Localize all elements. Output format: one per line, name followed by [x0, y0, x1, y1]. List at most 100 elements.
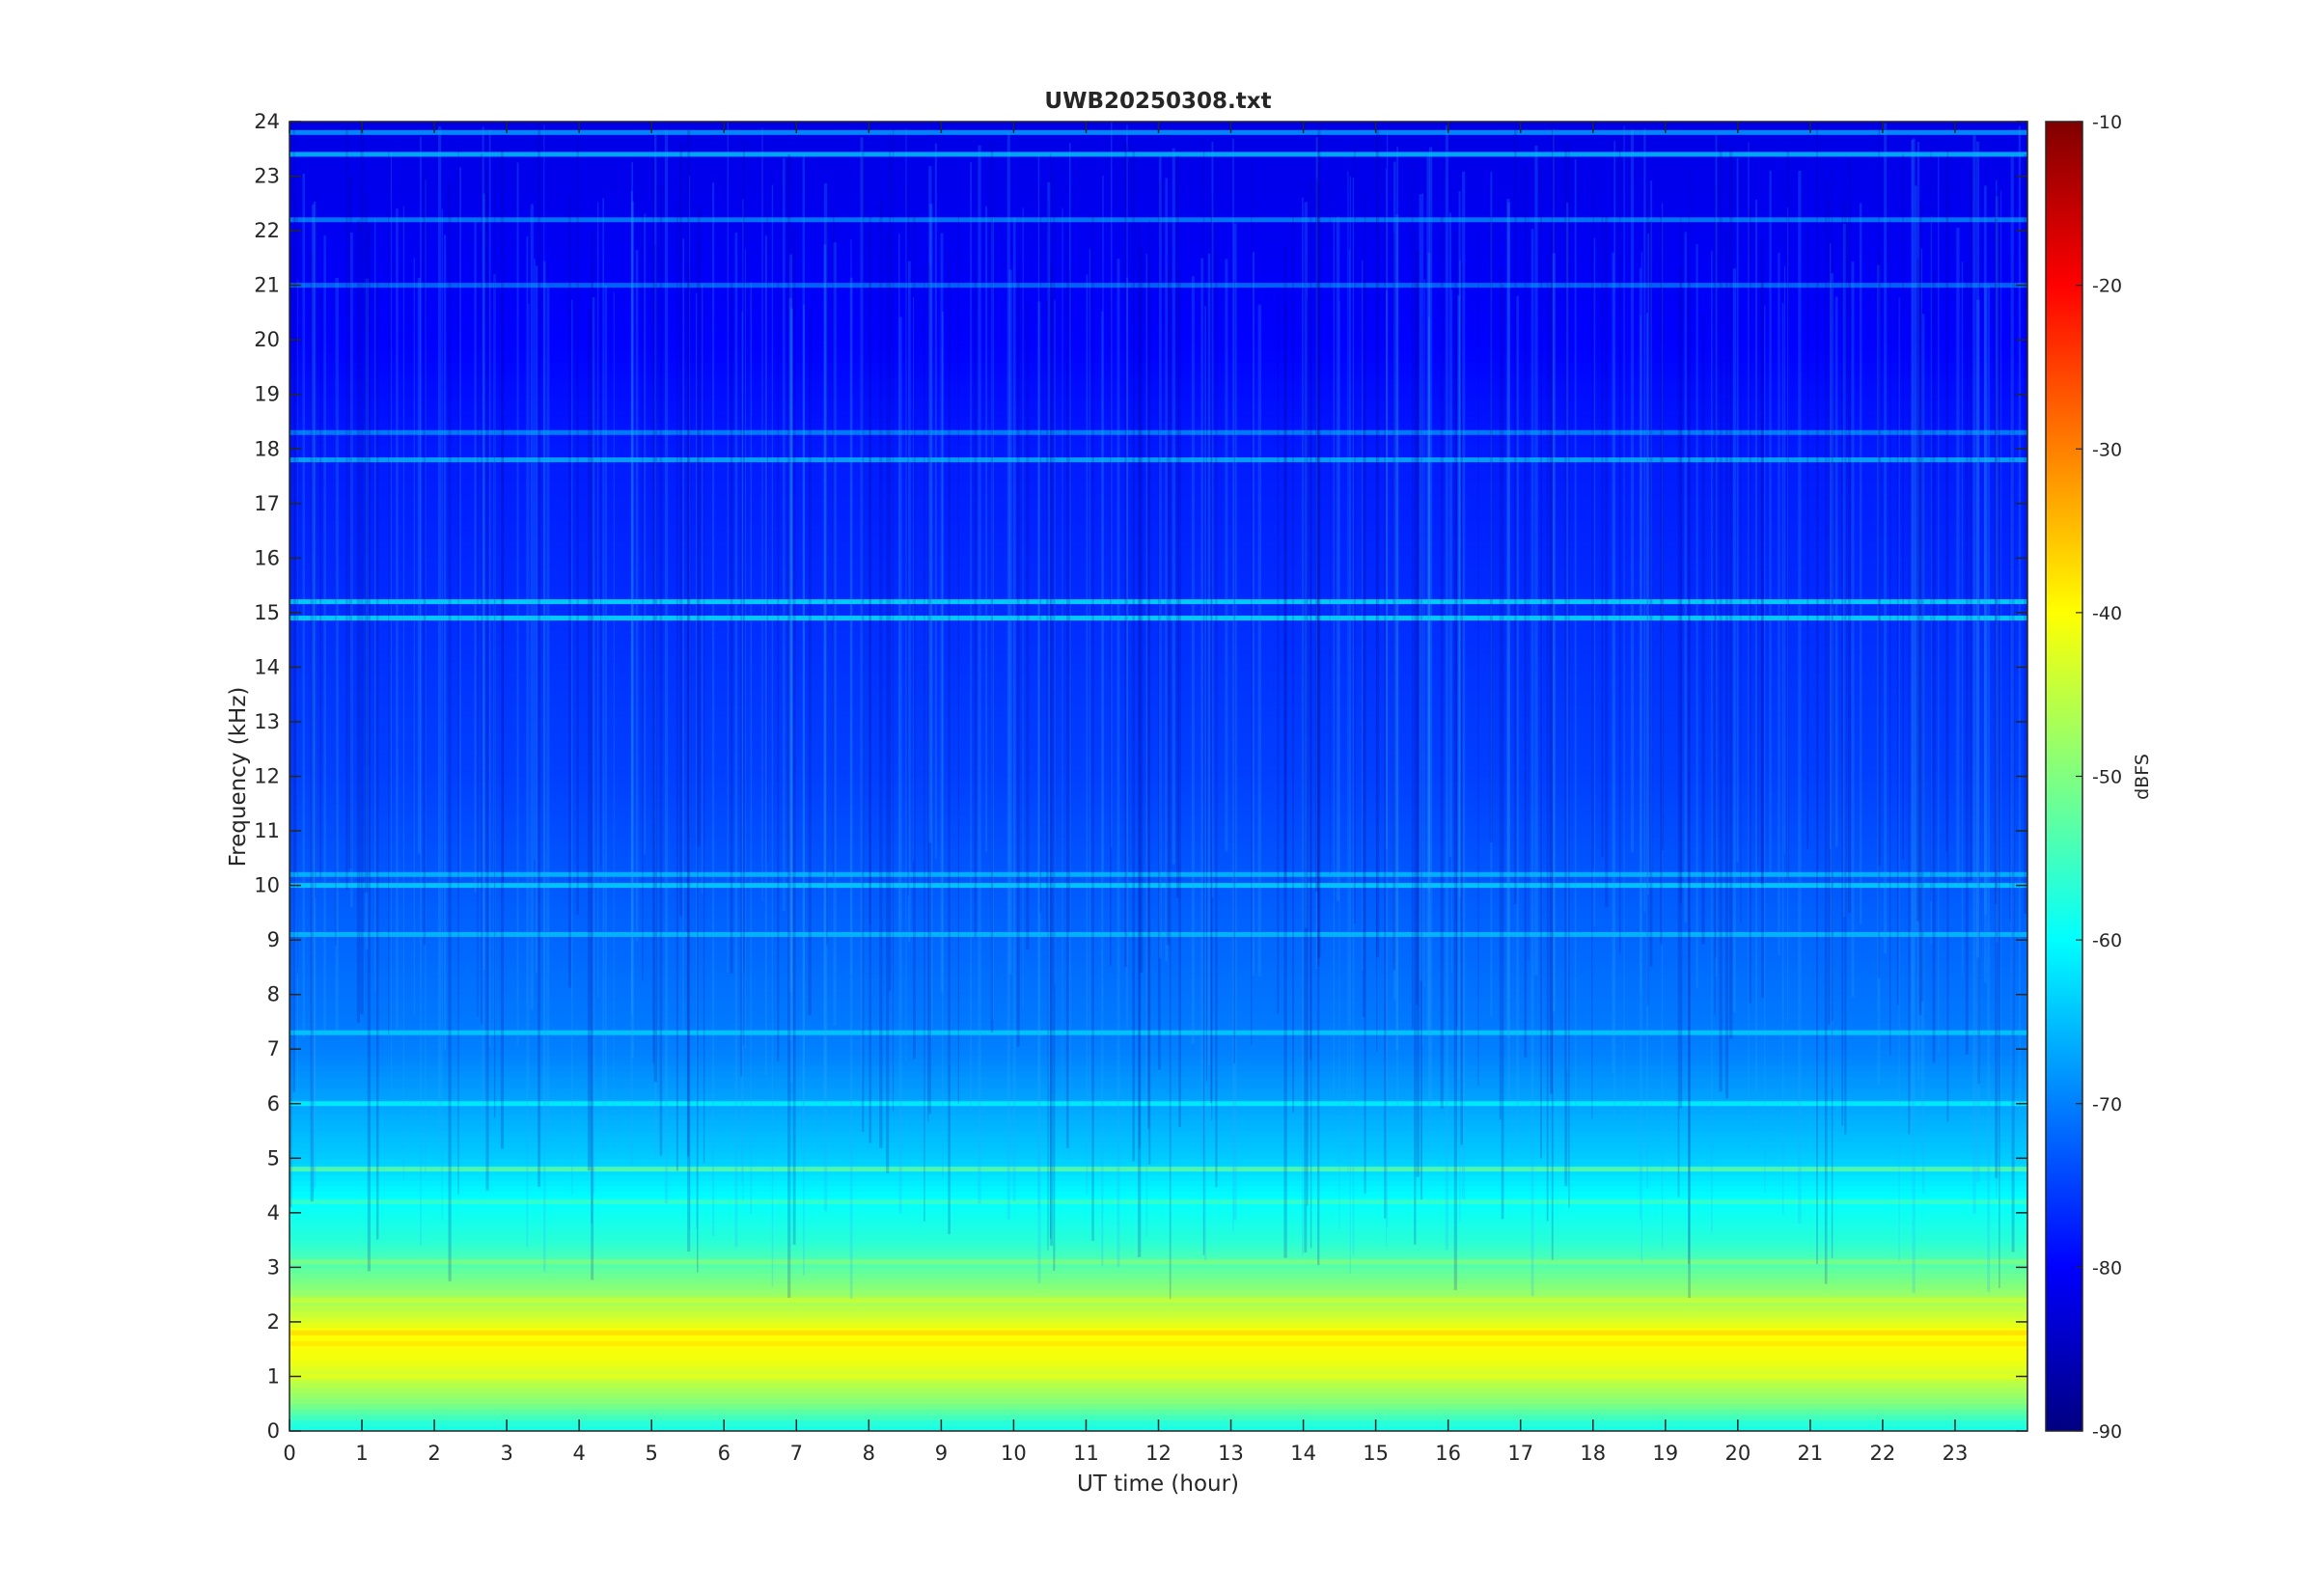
time-streak	[1140, 247, 1144, 973]
x-tick-label: 22	[1870, 1442, 1896, 1465]
time-streak	[1896, 295, 1899, 1005]
heatmap-band	[290, 312, 2027, 319]
time-streak	[928, 265, 931, 1114]
heatmap-band	[290, 258, 2027, 264]
time-streak	[1395, 214, 1399, 1051]
time-streak	[1501, 284, 1504, 1220]
time-streak	[1591, 235, 1593, 1119]
time-streak	[1984, 287, 1988, 915]
heatmap-band	[290, 961, 2027, 968]
time-streak	[294, 194, 297, 873]
heatmap-band	[290, 328, 2027, 336]
heatmap-band	[290, 749, 2027, 756]
heatmap-band	[290, 519, 2027, 527]
time-streak	[2024, 153, 2027, 915]
y-tick-label: 4	[267, 1201, 280, 1225]
x-tick-label: 12	[1145, 1442, 1172, 1465]
time-streak	[349, 232, 353, 908]
heatmap-band	[290, 754, 2027, 761]
time-streak	[1736, 158, 1739, 863]
time-streak	[1175, 155, 1179, 898]
time-streak	[1574, 159, 1577, 1108]
y-tick-label: 5	[267, 1146, 280, 1169]
heatmap-band	[290, 1043, 2027, 1050]
heatmap-band	[290, 1382, 2027, 1389]
heatmap-band	[290, 928, 2027, 936]
time-streak	[1646, 198, 1649, 1006]
time-streak	[373, 218, 376, 992]
time-streak	[1252, 252, 1255, 976]
narrowband-line	[290, 616, 2027, 621]
heatmap-band	[290, 907, 2027, 914]
heatmap-band	[290, 782, 2027, 788]
time-streak	[1489, 216, 1493, 843]
heatmap-band	[290, 786, 2027, 794]
time-streak	[1884, 123, 1888, 954]
heatmap-band	[290, 443, 2027, 450]
time-streak	[1612, 252, 1614, 1074]
time-streak	[323, 234, 326, 1035]
y-tick-label: 19	[254, 383, 280, 406]
time-streak	[310, 251, 315, 1202]
time-streak	[1688, 277, 1691, 1299]
narrowband-line	[290, 1167, 2027, 1172]
time-streak	[1844, 205, 1847, 1135]
y-tick-label: 12	[254, 765, 280, 788]
time-streak	[1453, 232, 1457, 1290]
time-streak	[861, 139, 865, 1132]
y-tick-label: 1	[267, 1364, 280, 1388]
heatmap-band	[290, 1349, 2027, 1356]
time-streak	[576, 135, 579, 916]
narrowband-line	[290, 429, 2027, 435]
heatmap-band	[290, 1146, 2027, 1154]
time-streak	[1361, 260, 1364, 971]
heatmap-band	[290, 1337, 2027, 1345]
heatmap-band	[290, 153, 2027, 161]
time-streak	[448, 182, 452, 1281]
time-streak	[1916, 258, 1920, 922]
x-tick-label: 18	[1580, 1442, 1606, 1465]
time-streak	[568, 194, 571, 988]
colorbar-tick-label: -70	[2092, 1094, 2122, 1115]
narrowband-line	[290, 151, 2027, 157]
time-streak	[1411, 162, 1414, 1030]
time-streak	[1755, 199, 1758, 1093]
time-streak	[1994, 218, 1998, 904]
time-streak	[1878, 126, 1881, 978]
heatmap-band	[290, 1098, 2027, 1105]
time-streak	[1490, 171, 1493, 1017]
heatmap-band	[290, 645, 2027, 652]
heatmap-band	[290, 247, 2027, 254]
time-streak	[789, 308, 793, 1083]
time-streak	[1047, 181, 1051, 1087]
heatmap-band	[290, 1288, 2027, 1296]
heatmap-band	[290, 1049, 2027, 1056]
time-streak	[1898, 297, 1900, 1262]
time-streak	[1995, 191, 1999, 1178]
time-streak	[1920, 248, 1923, 1109]
time-streak	[296, 177, 298, 974]
heatmap-band	[290, 863, 2027, 870]
time-streak	[534, 258, 536, 861]
time-streak	[1514, 124, 1517, 904]
heatmap-band	[290, 710, 2027, 717]
y-tick-label: 20	[254, 328, 280, 351]
time-streak	[1353, 144, 1356, 924]
time-streak	[1661, 203, 1664, 1250]
time-streak	[1715, 135, 1718, 977]
heatmap-band	[290, 1065, 2027, 1072]
heatmap-band	[290, 492, 2027, 499]
time-streak	[913, 209, 916, 1059]
heatmap-band	[290, 203, 2027, 210]
heatmap-frequency-bands	[290, 122, 2027, 1431]
heatmap-band	[290, 449, 2027, 455]
time-streak	[1450, 289, 1453, 973]
time-streak	[1200, 258, 1204, 1155]
time-streak	[727, 123, 729, 974]
time-streak	[1969, 168, 1972, 881]
time-streak	[1605, 215, 1609, 908]
heatmap-band	[290, 1398, 2027, 1405]
heatmap-band	[290, 852, 2027, 859]
time-streak	[974, 270, 978, 938]
